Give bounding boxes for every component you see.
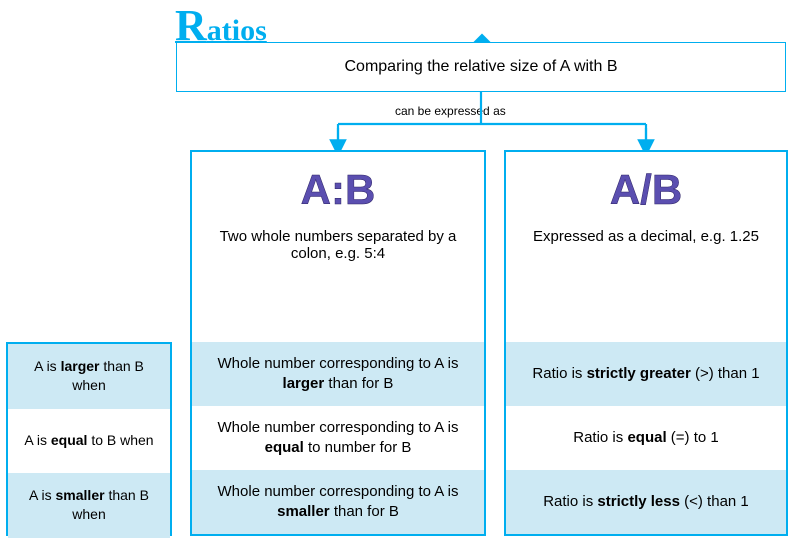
colon-row-equal: Whole number corresponding to A is equal… [192, 406, 484, 470]
condition-smaller: A is smaller than B when [8, 473, 170, 538]
condition-larger: A is larger than B when [8, 344, 170, 409]
fraction-row-less: Ratio is strictly less (<) than 1 [506, 470, 786, 534]
fraction-heading: A/B [506, 152, 786, 222]
colon-row-larger: Whole number corresponding to A is large… [192, 342, 484, 406]
fraction-notation-column: A/B Expressed as a decimal, e.g. 1.25 Ra… [504, 150, 788, 536]
definition-text: Comparing the relative size of A with B [344, 58, 617, 76]
connector-label: can be expressed as [395, 104, 506, 118]
fraction-row-equal: Ratio is equal (=) to 1 [506, 406, 786, 470]
colon-heading: A:B [192, 152, 484, 222]
fraction-description: Expressed as a decimal, e.g. 1.25 [506, 222, 786, 342]
conditions-column: A is larger than B when A is equal to B … [6, 342, 172, 536]
condition-equal: A is equal to B when [8, 409, 170, 474]
fraction-row-greater: Ratio is strictly greater (>) than 1 [506, 342, 786, 406]
colon-description: Two whole numbers separated by a colon, … [192, 222, 484, 342]
colon-row-smaller: Whole number corresponding to A is small… [192, 470, 484, 534]
definition-box: Comparing the relative size of A with B [176, 42, 786, 92]
colon-notation-column: A:B Two whole numbers separated by a col… [190, 150, 486, 536]
